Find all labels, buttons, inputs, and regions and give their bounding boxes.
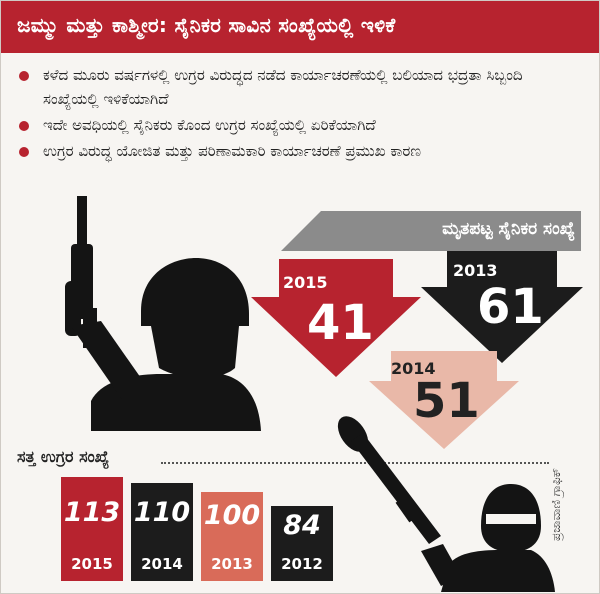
arrow-down-icon bbox=[421, 251, 583, 363]
bar-value: 84 bbox=[283, 510, 321, 541]
bullet-dot-icon bbox=[19, 121, 29, 131]
label-banner-icon bbox=[281, 211, 581, 251]
bar-value: 100 bbox=[203, 500, 261, 531]
eye-slit bbox=[486, 514, 536, 524]
militant-chart-title: ಸತ್ತ ಉಗ್ರರ ಸಂಖ್ಯೆ bbox=[17, 447, 110, 466]
bar-2013: 100 2013 bbox=[201, 492, 263, 581]
soldier-deaths-label: ಮೃತಪಟ್ಟ ಸೈನಿಕರ ಸಂಖ್ಯೆ bbox=[281, 211, 581, 251]
bullet-text: ಉಗ್ರರ ವಿರುದ್ಧ ಯೋಜಿತ ಮತ್ತು ಪರಿಣಾಮಕಾರಿ ಕಾರ… bbox=[43, 142, 421, 160]
arrow-2013: 2013 61 bbox=[421, 251, 583, 363]
bar-year: 2015 bbox=[71, 555, 113, 573]
bar-2012: 84 2012 bbox=[271, 506, 333, 581]
bar-year: 2013 bbox=[211, 555, 253, 573]
bullet-item: ಇದೇ ಅವಧಿಯಲ್ಲಿ ಸೈನಿಕರು ಕೊಂದ ಉಗ್ರರ ಸಂಖ್ಯೆಯ… bbox=[15, 113, 580, 137]
arrow-2015: 2015 41 bbox=[251, 259, 421, 377]
bar-year: 2012 bbox=[281, 555, 323, 573]
soldier-silhouette-icon bbox=[65, 196, 261, 431]
arrow-value: 41 bbox=[307, 295, 374, 351]
bar-value: 113 bbox=[63, 497, 121, 528]
arrow-value: 61 bbox=[477, 279, 544, 335]
title-bar: ಜಮ್ಮು ಮತ್ತು ಕಾಶ್ಮೀರ: ಸೈನಿಕರ ಸಾವಿನ ಸಂಖ್ಯೆ… bbox=[1, 1, 599, 53]
soldier-chart-title: ಮೃತಪಟ್ಟ ಸೈನಿಕರ ಸಂಖ್ಯೆ bbox=[442, 219, 575, 239]
bullet-list: ಕಳೆದ ಮೂರು ವರ್ಷಗಳಲ್ಲಿ ಉಗ್ರರ ವಿರುದ್ಧದ ನಡೆದ… bbox=[15, 63, 580, 165]
arrow-year: 2015 bbox=[283, 273, 328, 292]
page-title: ಜಮ್ಮು ಮತ್ತು ಕಾಶ್ಮೀರ: ಸೈನಿಕರ ಸಾವಿನ ಸಂಖ್ಯೆ… bbox=[17, 13, 396, 37]
arrow-year: 2013 bbox=[453, 261, 498, 280]
bullet-dot-icon bbox=[19, 147, 29, 157]
bar-2014: 110 2014 bbox=[131, 483, 193, 581]
bullet-item: ಉಗ್ರರ ವಿರುದ್ಧ ಯೋಜಿತ ಮತ್ತು ಪರಿಣಾಮಕಾರಿ ಕಾರ… bbox=[15, 139, 580, 163]
bar-2015: 113 2015 bbox=[61, 477, 123, 581]
arrow-2014: 2014 51 bbox=[369, 351, 519, 449]
bullet-text: ಕಳೆದ ಮೂರು ವರ್ಷಗಳಲ್ಲಿ ಉಗ್ರರ ವಿರುದ್ಧದ ನಡೆದ… bbox=[43, 66, 523, 108]
bullet-text: ಇದೇ ಅವಧಿಯಲ್ಲಿ ಸೈನಿಕರು ಕೊಂದ ಉಗ್ರರ ಸಂಖ್ಯೆಯ… bbox=[43, 116, 376, 134]
graphic-credit: ಪ್ರಜಾವಾಣಿ ಗ್ರಾಫಿಕ್ bbox=[549, 467, 563, 541]
dotted-divider bbox=[161, 462, 549, 464]
bar-year: 2014 bbox=[141, 555, 183, 573]
militant-silhouette-icon bbox=[337, 416, 555, 592]
bar-value: 110 bbox=[133, 497, 191, 528]
bullet-item: ಕಳೆದ ಮೂರು ವರ್ಷಗಳಲ್ಲಿ ಉಗ್ರರ ವಿರುದ್ಧದ ನಡೆದ… bbox=[15, 63, 580, 111]
bullet-dot-icon bbox=[19, 71, 29, 81]
arrow-down-icon bbox=[251, 259, 421, 377]
arrow-year: 2014 bbox=[391, 359, 436, 378]
arrow-down-icon bbox=[369, 351, 519, 449]
arrow-value: 51 bbox=[413, 373, 480, 429]
